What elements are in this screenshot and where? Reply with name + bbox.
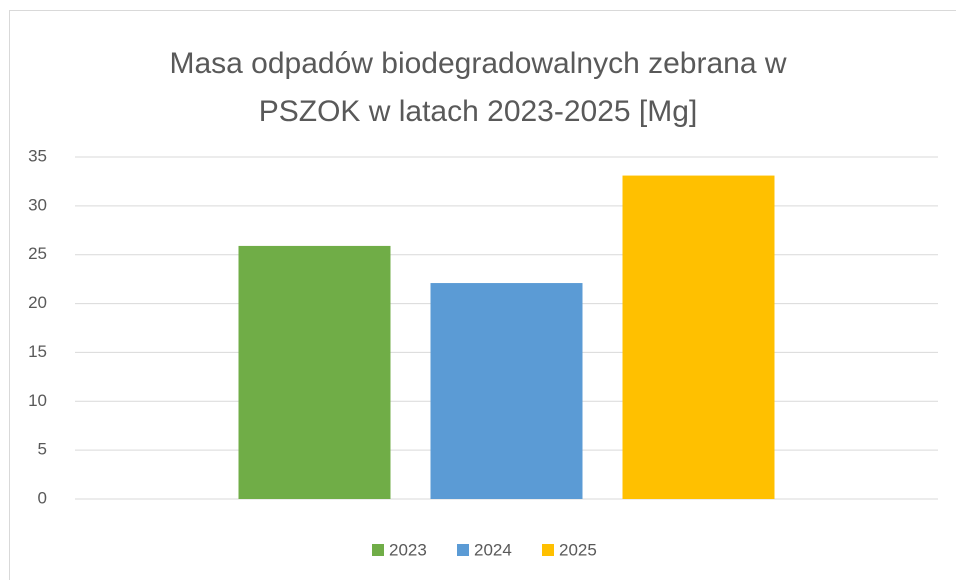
y-tick-label: 10 bbox=[28, 391, 47, 410]
bar bbox=[430, 283, 583, 499]
y-tick-label: 30 bbox=[28, 195, 47, 214]
y-tick-label: 0 bbox=[38, 488, 47, 507]
bar bbox=[622, 175, 775, 499]
legend-swatch bbox=[372, 544, 384, 556]
legend-swatch bbox=[457, 544, 469, 556]
y-tick-label: 20 bbox=[28, 293, 47, 312]
legend-label: 2024 bbox=[474, 540, 512, 559]
legend-label: 2025 bbox=[559, 540, 597, 559]
legend-label: 2023 bbox=[389, 540, 427, 559]
legend-swatch bbox=[542, 544, 554, 556]
y-tick-label: 5 bbox=[38, 440, 47, 459]
y-tick-label: 25 bbox=[28, 244, 47, 263]
bar bbox=[238, 245, 391, 499]
chart-frame bbox=[9, 10, 956, 580]
y-tick-label: 35 bbox=[28, 146, 47, 165]
y-tick-label: 15 bbox=[28, 342, 47, 361]
chart-title: Masa odpadów biodegradowalnych zebrana w… bbox=[169, 47, 787, 128]
